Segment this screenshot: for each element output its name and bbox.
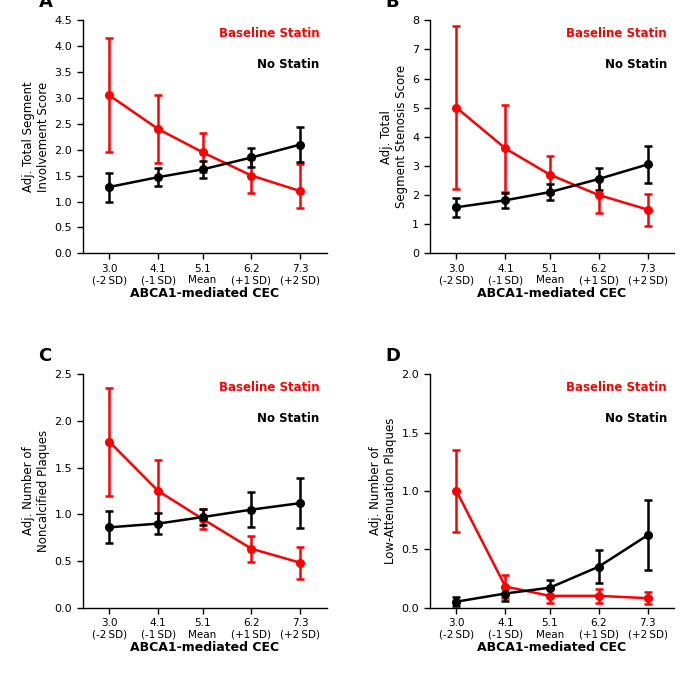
Text: B: B <box>386 0 399 11</box>
Y-axis label: Adj. Total Segment
Involvement Score: Adj. Total Segment Involvement Score <box>22 82 50 192</box>
Y-axis label: Adj. Number of
Low-Attenuation Plaques: Adj. Number of Low-Attenuation Plaques <box>369 418 398 564</box>
Text: No Statin: No Statin <box>605 57 667 70</box>
Text: Baseline Statin: Baseline Statin <box>566 381 667 394</box>
Text: Baseline Statin: Baseline Statin <box>566 27 667 40</box>
Text: No Statin: No Statin <box>257 57 320 70</box>
X-axis label: ABCA1-mediated CEC: ABCA1-mediated CEC <box>477 641 627 654</box>
Y-axis label: Adj. Total
Segment Stenosis Score: Adj. Total Segment Stenosis Score <box>380 65 408 209</box>
Text: No Statin: No Statin <box>605 412 667 425</box>
Text: A: A <box>39 0 52 11</box>
Text: C: C <box>39 347 52 365</box>
X-axis label: ABCA1-mediated CEC: ABCA1-mediated CEC <box>130 287 279 300</box>
Text: Baseline Statin: Baseline Statin <box>219 27 320 40</box>
Text: No Statin: No Statin <box>257 412 320 425</box>
X-axis label: ABCA1-mediated CEC: ABCA1-mediated CEC <box>130 641 279 654</box>
Text: D: D <box>386 347 400 365</box>
X-axis label: ABCA1-mediated CEC: ABCA1-mediated CEC <box>477 287 627 300</box>
Text: Baseline Statin: Baseline Statin <box>219 381 320 394</box>
Y-axis label: Adj. Number of
Noncalcified Plaques: Adj. Number of Noncalcified Plaques <box>22 430 50 552</box>
